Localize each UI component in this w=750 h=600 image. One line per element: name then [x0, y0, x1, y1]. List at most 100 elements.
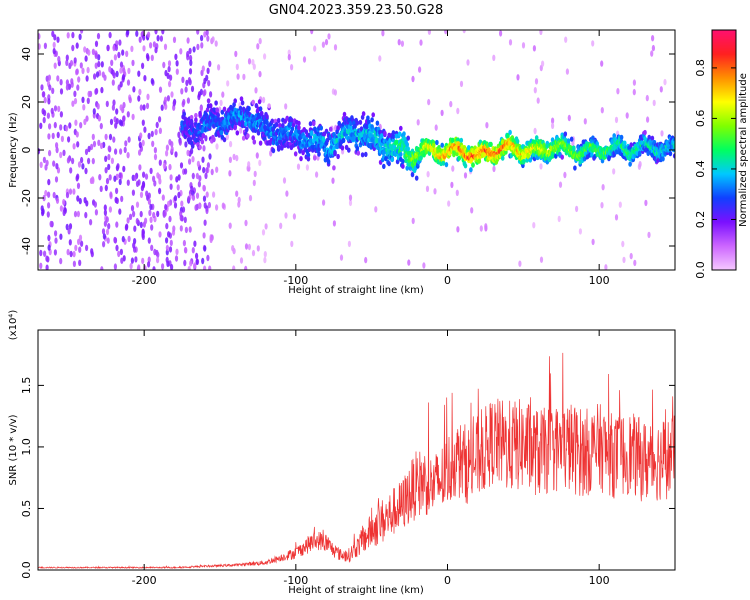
spectrogram-cell	[406, 146, 411, 152]
spectrogram-cell	[198, 202, 202, 209]
spectrogram-cell	[72, 188, 76, 195]
spectrogram-cell	[572, 145, 576, 151]
spectrogram-cell	[600, 107, 604, 114]
spectrogram-cell	[103, 220, 107, 227]
spectrogram-cell	[646, 150, 650, 156]
spectrogram-cell	[126, 30, 130, 36]
spectrogram-cell	[247, 58, 252, 65]
spectrogram-cell	[265, 114, 269, 120]
spectrogram-cell	[456, 137, 460, 143]
spectrogram-cell	[141, 119, 145, 126]
spectrogram-cell	[167, 65, 171, 73]
spectrogram-cell	[170, 146, 174, 153]
spectrogram-cell	[326, 158, 331, 165]
spectrogram-cell	[410, 172, 415, 178]
colorbar-tick-label: 0.4	[694, 160, 707, 178]
spectrogram-cell	[358, 119, 363, 125]
spectrogram-cell	[195, 258, 199, 265]
spectrogram-cell	[105, 100, 109, 108]
spectrogram-cell	[76, 195, 80, 202]
spectrogram-cell	[336, 153, 340, 160]
spectrogram-cell	[55, 142, 59, 149]
spectrogram-cell	[484, 223, 488, 230]
spectrogram-cell	[47, 191, 51, 198]
spectrogram-cell	[414, 175, 419, 181]
spectrogram-cell	[225, 133, 229, 140]
spectrogram-cell	[199, 88, 203, 96]
spectrogram-cell	[434, 124, 438, 131]
spectrogram-cell	[459, 137, 464, 143]
spectrogram-cell	[135, 30, 139, 37]
spectrogram-cell	[54, 237, 58, 244]
spectrogram-cell	[47, 178, 51, 186]
spectrogram-cell	[42, 116, 46, 124]
spectrogram-cell	[181, 76, 185, 84]
spectrogram-cell	[48, 84, 52, 91]
spectrogram-cell	[69, 250, 73, 258]
spectrogram-cell	[203, 202, 207, 209]
spectrogram-cell	[339, 254, 344, 261]
spectrogram-cell	[71, 44, 75, 52]
spectrogram-cell	[104, 167, 108, 174]
spectrogram-cell	[150, 244, 154, 251]
spectrogram-cell	[336, 125, 340, 131]
spectrogram-cell	[187, 195, 191, 203]
spectrogram-cell	[282, 177, 287, 184]
spectrogram-cell	[102, 233, 106, 240]
spectrogram-cell	[441, 160, 446, 166]
spectrogram-cell	[302, 56, 307, 63]
y-tick-label: -20	[20, 189, 33, 207]
spectrogram-cell	[106, 237, 110, 244]
spectrogram-cell	[293, 151, 298, 157]
spectrogram-cell	[65, 223, 69, 231]
spectrogram-cell	[518, 260, 522, 267]
spectrogram-cell	[174, 53, 178, 60]
spectrogram-cell	[119, 67, 123, 74]
spectrogram-cell	[466, 59, 470, 66]
spectrogram-cell	[82, 104, 86, 111]
spectrogram-cell	[297, 125, 301, 131]
spectrogram-cell	[217, 64, 221, 71]
spectrogram-cell	[261, 229, 266, 236]
spectrogram-cell	[97, 54, 101, 61]
spectrogram-cell	[159, 35, 163, 42]
spectrogram-cell	[107, 163, 111, 171]
spectrogram-cell	[563, 171, 567, 179]
spectrogram-cell	[47, 244, 51, 251]
spectrogram-cell	[138, 36, 142, 43]
spectrogram-cell	[169, 174, 173, 181]
spectrogram-cell	[207, 201, 211, 209]
spectrogram-cell	[96, 32, 101, 40]
spectrogram-cell	[196, 160, 200, 168]
spectrogram-cell	[189, 114, 194, 121]
spectrogram-cell	[399, 151, 403, 157]
spectrogram-cell	[52, 47, 56, 55]
colorbar-ticks: 0.0 0.2 0.4 0.6 0.8	[694, 59, 736, 279]
spectrogram-cell	[42, 91, 46, 98]
spectrogram-cell	[126, 217, 130, 224]
spectrogram-cell	[281, 122, 285, 129]
spectrogram-cell	[39, 161, 43, 168]
spectrogram-cell	[456, 226, 460, 233]
spectrogram-cell	[235, 190, 239, 197]
spectrogram-cell	[177, 191, 181, 199]
spectrogram-cell	[200, 42, 204, 49]
spectrogram-cell	[147, 31, 151, 38]
spectrogram-cell	[165, 150, 169, 157]
spectrogram-cell	[152, 41, 156, 48]
spectrogram-cell	[271, 148, 276, 154]
spectrogram-cell	[182, 111, 186, 117]
spectrogram-cell	[348, 199, 353, 207]
spectrogram-cell	[231, 245, 235, 252]
spectrogram-cell	[174, 151, 178, 158]
spectrogram-cell	[184, 226, 188, 234]
spectrogram-cell	[254, 87, 258, 94]
spectrogram-cell	[130, 205, 135, 212]
spectrogram-cell	[244, 219, 248, 227]
spectrogram-cell	[195, 252, 199, 260]
spectrogram-cell	[236, 73, 240, 80]
spectrogram-cell	[551, 122, 555, 129]
spectrogram-cell	[201, 257, 205, 265]
spectrogram-cell	[174, 255, 179, 262]
spectrogram-cell	[242, 73, 246, 81]
